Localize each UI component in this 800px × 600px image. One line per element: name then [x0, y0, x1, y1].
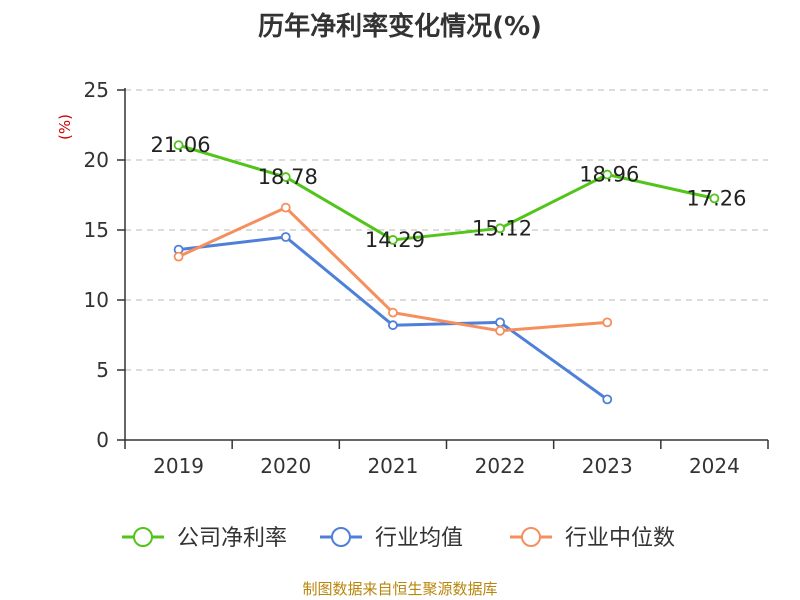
data-point — [280, 202, 291, 213]
legend-label: 公司净利率 — [177, 526, 287, 551]
data-point — [495, 223, 505, 234]
data-point — [173, 140, 184, 151]
series-line-0 — [178, 143, 715, 242]
data-point — [602, 394, 613, 405]
data-label: 15.12 — [472, 216, 532, 240]
data-point — [280, 172, 291, 182]
data-point — [388, 235, 398, 245]
legend-label: 行业均值 — [375, 526, 463, 551]
data-label: 18.78 — [258, 165, 318, 189]
data-point — [388, 307, 398, 318]
y-tick-label: 15 — [84, 218, 109, 242]
series-line-1 — [178, 235, 609, 401]
data-label: 17.26 — [686, 186, 746, 210]
legend-marker — [133, 527, 153, 547]
data-point — [173, 251, 184, 262]
data-point — [495, 325, 505, 336]
y-tick-label: 20 — [84, 148, 109, 172]
y-tick-label: 5 — [96, 358, 109, 382]
x-tick-label: 2022 — [475, 454, 526, 478]
x-tick-label: 2019 — [153, 454, 204, 478]
legend-marker — [331, 527, 351, 547]
y-tick-label: 10 — [84, 288, 109, 312]
data-point — [709, 193, 720, 204]
data-label: 14.29 — [365, 228, 425, 252]
legend-marker — [521, 527, 541, 547]
y-axis-label: (%) — [56, 114, 74, 140]
y-tick-label: 25 — [84, 78, 109, 102]
data-label: 21.06 — [151, 133, 211, 157]
y-tick-label: 0 — [96, 428, 109, 452]
x-tick-label: 2021 — [367, 454, 418, 478]
data-label: 18.96 — [579, 163, 639, 187]
data-point — [602, 317, 613, 328]
chart-title: 历年净利率变化情况(%) — [258, 12, 542, 42]
source-note: 制图数据来自恒生聚源数据库 — [302, 580, 498, 598]
x-tick-label: 2023 — [582, 454, 633, 478]
data-point — [602, 169, 613, 180]
legend-label: 行业中位数 — [565, 526, 675, 551]
data-point — [495, 317, 505, 328]
data-point — [280, 232, 291, 242]
x-tick-label: 2020 — [260, 454, 311, 478]
x-tick-label: 2024 — [689, 454, 740, 478]
data-point — [388, 320, 398, 331]
